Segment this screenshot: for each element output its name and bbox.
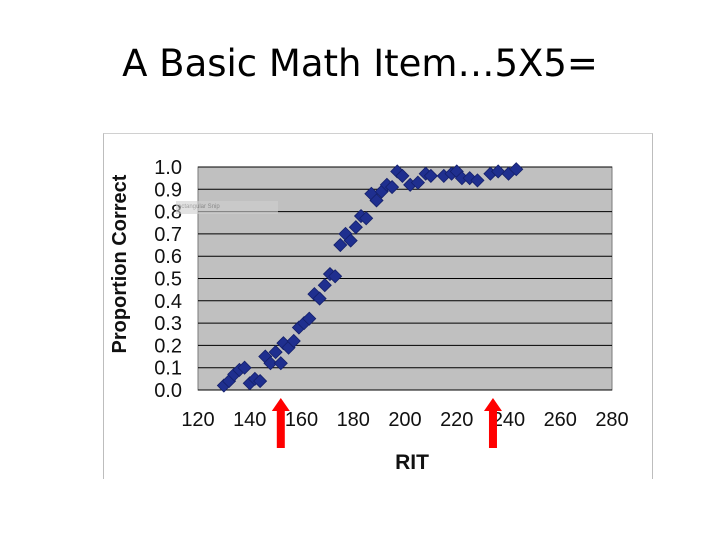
data-point (369, 193, 384, 208)
x-axis-label: RIT (395, 451, 429, 474)
data-point (253, 374, 268, 389)
data-point (317, 278, 332, 293)
data-point (286, 333, 301, 349)
snip-overlay: ectangular Snip (176, 201, 278, 214)
x-tick-label: 160 (285, 409, 318, 431)
data-point (312, 291, 327, 306)
data-point (348, 220, 363, 235)
data-point (395, 168, 410, 183)
y-tick-label: 0.7 (154, 224, 182, 246)
y-tick-label: 0.6 (154, 246, 182, 268)
red-arrow (483, 398, 502, 448)
data-point (359, 211, 374, 226)
y-tick-label: 0.5 (154, 269, 182, 291)
y-tick-label: 0.3 (154, 313, 182, 335)
data-point (328, 269, 343, 284)
data-point (237, 360, 252, 375)
x-tick-label: 120 (181, 409, 214, 431)
data-point (333, 237, 348, 253)
x-tick-label: 260 (544, 409, 577, 431)
x-tick-label: 200 (388, 409, 421, 431)
y-tick-label: 0.8 (154, 202, 182, 224)
x-tick-label: 180 (337, 409, 370, 431)
data-point (509, 162, 524, 177)
y-tick-label: 0.1 (154, 358, 182, 380)
y-axis-label: Proportion Correct (109, 174, 131, 353)
x-tick-label: 240 (492, 409, 525, 431)
y-tick-label: 0.4 (154, 291, 182, 313)
x-tick-label: 140 (233, 409, 266, 431)
data-point (273, 356, 288, 371)
slide-title: A Basic Math Item…5X5= (122, 42, 598, 85)
data-point (263, 356, 278, 371)
x-tick-label: 280 (595, 409, 628, 431)
y-tick-label: 0.9 (154, 179, 182, 201)
data-point (384, 180, 400, 195)
data-point (423, 168, 438, 183)
data-point (491, 164, 506, 179)
y-tick-label: 0.0 (154, 380, 182, 402)
data-point (343, 233, 358, 248)
y-tick-label: 0.2 (154, 335, 182, 357)
data-point (302, 311, 317, 326)
data-point (410, 175, 426, 190)
red-arrow (271, 398, 290, 448)
data-point (268, 345, 283, 360)
data-point (470, 173, 485, 188)
x-tick-label: 220 (440, 409, 473, 431)
y-tick-label: 1.0 (154, 157, 182, 179)
